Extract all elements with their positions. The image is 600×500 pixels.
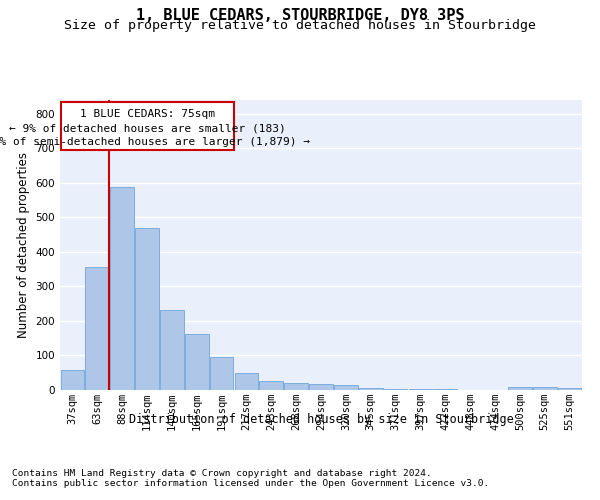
Bar <box>185 334 209 390</box>
Bar <box>284 383 308 390</box>
Bar <box>85 267 109 390</box>
Bar <box>533 387 557 390</box>
Bar <box>160 310 184 390</box>
Bar <box>334 385 358 390</box>
Bar <box>235 372 258 390</box>
Bar <box>359 388 383 390</box>
Bar <box>508 386 532 390</box>
Bar <box>61 102 234 150</box>
Text: Contains public sector information licensed under the Open Government Licence v3: Contains public sector information licen… <box>12 478 489 488</box>
Bar <box>210 357 233 390</box>
Text: 91% of semi-detached houses are larger (1,879) →: 91% of semi-detached houses are larger (… <box>0 137 310 147</box>
Bar <box>558 388 581 390</box>
Text: Distribution of detached houses by size in Stourbridge: Distribution of detached houses by size … <box>128 412 514 426</box>
Text: ← 9% of detached houses are smaller (183): ← 9% of detached houses are smaller (183… <box>9 123 286 133</box>
Text: 1, BLUE CEDARS, STOURBRIDGE, DY8 3PS: 1, BLUE CEDARS, STOURBRIDGE, DY8 3PS <box>136 8 464 22</box>
Bar <box>61 370 84 390</box>
Bar <box>259 382 283 390</box>
Y-axis label: Number of detached properties: Number of detached properties <box>17 152 30 338</box>
Bar <box>384 389 407 390</box>
Text: Contains HM Land Registry data © Crown copyright and database right 2024.: Contains HM Land Registry data © Crown c… <box>12 468 432 477</box>
Bar <box>309 384 333 390</box>
Text: 1 BLUE CEDARS: 75sqm: 1 BLUE CEDARS: 75sqm <box>80 110 215 120</box>
Bar <box>110 187 134 390</box>
Bar <box>409 389 432 390</box>
Text: Size of property relative to detached houses in Stourbridge: Size of property relative to detached ho… <box>64 19 536 32</box>
Bar <box>135 228 159 390</box>
